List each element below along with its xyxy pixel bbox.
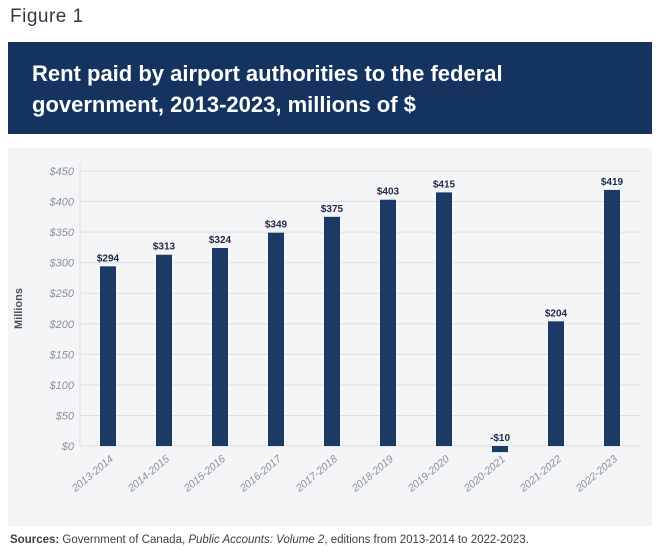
data-label: $415 — [433, 179, 456, 190]
x-tick-label: 2021-2022 — [517, 453, 564, 495]
y-tick-label: $350 — [49, 227, 75, 239]
chart-title-line-2: government, 2013-2023, millions of $ — [32, 92, 416, 117]
y-axis-title: Millions — [13, 288, 25, 329]
y-tick-label: $50 — [55, 410, 75, 422]
bar — [380, 199, 396, 446]
x-tick-label: 2018-2019 — [349, 453, 396, 495]
bar — [492, 446, 508, 453]
data-label: $375 — [321, 204, 344, 215]
data-label: $313 — [153, 242, 176, 253]
bar — [324, 216, 340, 446]
sources-publication: Public Accounts: Volume 2 — [188, 534, 325, 546]
sources-text: Government of Canada, — [62, 534, 189, 546]
bar — [548, 321, 564, 446]
sources-note: Sources: Government of Canada, Public Ac… — [10, 534, 529, 546]
bar — [604, 189, 620, 446]
y-tick-label: $100 — [49, 380, 75, 392]
y-tick-label: $200 — [49, 319, 75, 331]
x-tick-label: 2019-2020 — [405, 453, 452, 495]
data-label: $419 — [601, 177, 624, 188]
y-tick-label: $0 — [61, 441, 75, 453]
bar — [268, 232, 284, 446]
x-tick-label: 2016-2017 — [237, 452, 285, 495]
data-label: $349 — [265, 220, 288, 231]
y-tick-label: $150 — [49, 349, 75, 361]
bar — [100, 266, 116, 446]
sources-text-end: , editions from 2013-2014 to 2022-2023. — [324, 534, 529, 546]
x-tick-label: 2014-2015 — [125, 453, 172, 495]
chart-title: Rent paid by airport authorities to the … — [32, 58, 628, 120]
y-tick-label: $300 — [49, 258, 75, 270]
x-tick-label: 2015-2016 — [181, 453, 228, 495]
bar-chart: $0 $50 $100 $150 $200 $250 $300 $350 $400 $450 Mil… — [13, 163, 640, 495]
data-label: $324 — [209, 235, 232, 246]
bar — [436, 192, 452, 446]
title-banner: Rent paid by airport authorities to the … — [8, 42, 652, 134]
y-tick-label: $250 — [49, 288, 75, 300]
sources-label: Sources: — [10, 534, 60, 546]
bar — [212, 248, 228, 446]
bar — [156, 254, 172, 446]
data-label: $204 — [545, 308, 568, 319]
x-tick-label: 2020-2021 — [461, 453, 508, 495]
x-tick-label: 2017-2018 — [293, 453, 340, 495]
x-tick-label: 2022-2023 — [573, 453, 620, 495]
chart-panel: $0 $50 $100 $150 $200 $250 $300 $350 $400 $450 Mil… — [8, 148, 652, 526]
y-tick-label: $400 — [49, 197, 75, 209]
figure-label: Figure 1 — [10, 6, 84, 27]
data-label: -$10 — [490, 433, 510, 444]
y-tick-label: $450 — [49, 166, 75, 178]
chart-title-line-1: Rent paid by airport authorities to the … — [32, 61, 503, 86]
data-label: $403 — [377, 187, 400, 198]
data-label: $294 — [97, 253, 120, 264]
x-tick-label: 2013-2014 — [69, 453, 116, 495]
